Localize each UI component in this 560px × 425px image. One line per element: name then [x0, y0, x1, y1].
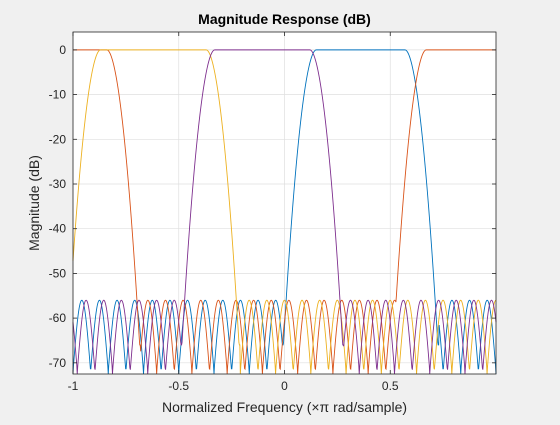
- ticks: -1 -0.5 0 0.5 0 -10 -20 -30 -40 -50 -60 -70: [49, 32, 496, 393]
- x-axis-label: Normalized Frequency (×π rad/sample): [162, 399, 407, 415]
- x-tick-label: 0: [281, 379, 288, 393]
- y-tick-label: -50: [49, 266, 67, 280]
- y-tick-label: -70: [49, 356, 67, 370]
- chart-title: Magnitude Response (dB): [198, 11, 371, 27]
- x-tick-label: -0.5: [168, 379, 189, 393]
- y-tick-label: -40: [49, 222, 67, 236]
- y-tick-label: -10: [49, 88, 67, 102]
- series-layer: [72, 49, 497, 375]
- y-tick-label: -20: [49, 132, 67, 146]
- y-axis-label: Magnitude (dB): [26, 155, 42, 251]
- y-tick-label: -30: [49, 177, 67, 191]
- series-line: [72, 49, 497, 375]
- y-tick-label: -60: [49, 311, 67, 325]
- series-line: [72, 49, 497, 375]
- y-tick-label: 0: [59, 43, 66, 57]
- x-tick-label: -1: [68, 379, 79, 393]
- x-tick-label: 0.5: [382, 379, 399, 393]
